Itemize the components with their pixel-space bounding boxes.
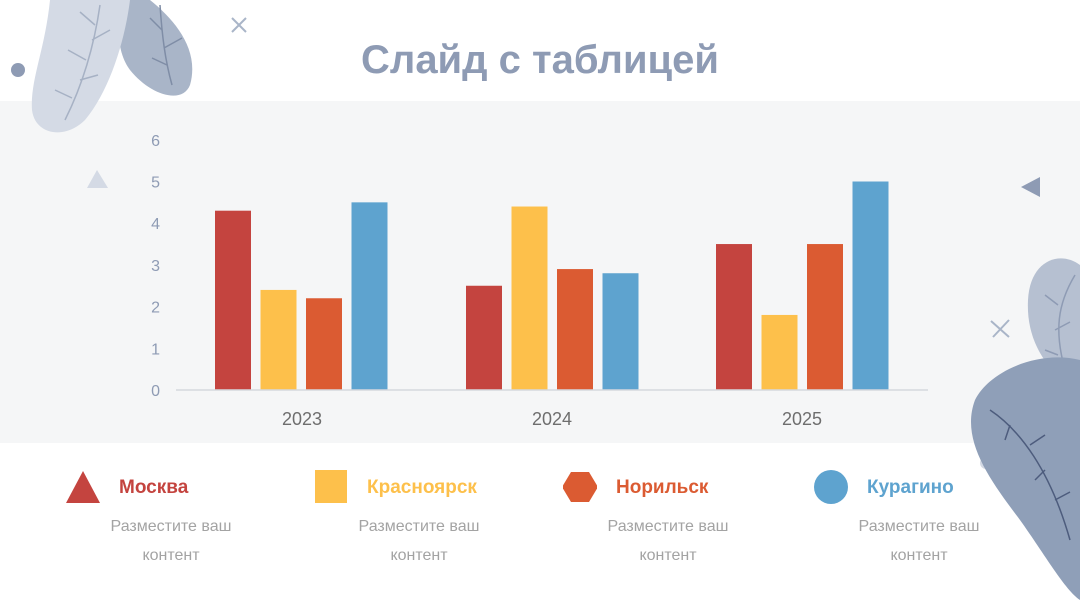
y-tick-label: 4 bbox=[151, 216, 160, 233]
bar-2024-1 bbox=[466, 285, 502, 390]
x-tick-label: 2024 bbox=[532, 409, 572, 429]
legend-item-norilsk: Норильск Разместите ваш контент bbox=[563, 470, 783, 570]
cross-decoration bbox=[231, 17, 247, 33]
legend-label-krasnoyarsk: Красноярск bbox=[367, 477, 477, 498]
triangle-decoration bbox=[87, 170, 108, 188]
triangle-icon bbox=[66, 471, 100, 503]
square-icon bbox=[315, 470, 347, 503]
bars-group bbox=[215, 181, 889, 390]
legend-label-norilsk: Норильск bbox=[616, 477, 709, 498]
triangle-decoration-right bbox=[1021, 177, 1040, 197]
legend-label-kuragino: Курагино bbox=[867, 477, 954, 498]
legend-description-moscow: Разместите ваш контент bbox=[110, 518, 232, 564]
dot-decoration bbox=[11, 63, 25, 77]
legend-description-norilsk: Разместите ваш контент bbox=[607, 518, 729, 564]
bar-2023-1 bbox=[215, 210, 251, 390]
bar-2025-2 bbox=[761, 314, 798, 390]
y-tick-label: 5 bbox=[151, 175, 160, 192]
y-tick-label: 6 bbox=[151, 133, 160, 150]
circle-icon bbox=[814, 470, 848, 504]
legend-description-krasnoyarsk: Разместите ваш контент bbox=[358, 518, 480, 564]
x-axis: 2023 2024 2025 bbox=[282, 409, 822, 429]
bar-2024-2 bbox=[511, 206, 548, 390]
bar-2024-4 bbox=[602, 273, 639, 390]
y-tick-label: 3 bbox=[151, 258, 160, 275]
x-tick-label: 2025 bbox=[782, 409, 822, 429]
bar-2024-3 bbox=[557, 269, 593, 390]
x-tick-label: 2023 bbox=[282, 409, 322, 429]
legend-label-moscow: Москва bbox=[119, 477, 189, 498]
legend-item-krasnoyarsk: Красноярск Разместите ваш контент bbox=[314, 470, 534, 570]
y-axis: 0 1 2 3 4 5 6 bbox=[151, 133, 160, 400]
bar-2025-1 bbox=[716, 244, 752, 390]
y-tick-label: 2 bbox=[151, 300, 160, 317]
legend-item-moscow: Москва Разместите ваш контент bbox=[66, 470, 286, 570]
bar-2025-4 bbox=[852, 181, 889, 390]
page-title: Слайд с таблицей bbox=[361, 38, 719, 82]
y-tick-label: 0 bbox=[151, 383, 160, 400]
legend-description-kuragino: Разместите ваш контент bbox=[858, 518, 980, 564]
hexagon-icon bbox=[563, 472, 597, 502]
leaf-decoration-top-left bbox=[31, 0, 193, 133]
y-tick-label: 1 bbox=[151, 341, 160, 358]
bar-2023-3 bbox=[306, 298, 342, 390]
leaf-decoration-bottom-right bbox=[971, 258, 1080, 600]
cross-decoration-right bbox=[990, 319, 1010, 338]
legend-item-kuragino: Курагино Разместите ваш контент bbox=[814, 470, 1034, 570]
bar-2023-4 bbox=[351, 202, 388, 390]
bar-2025-3 bbox=[807, 244, 843, 390]
bar-2023-2 bbox=[260, 289, 297, 390]
